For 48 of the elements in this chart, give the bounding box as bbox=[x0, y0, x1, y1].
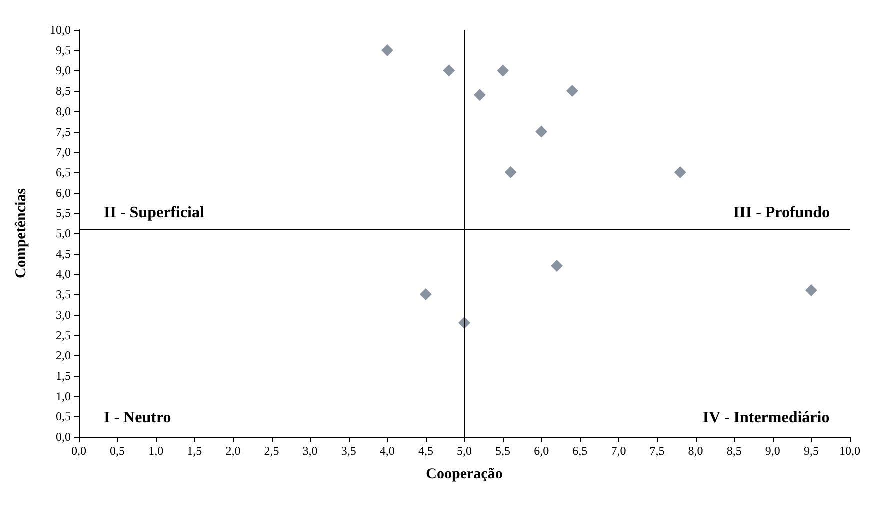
y-tick-label: 2,5 bbox=[56, 328, 71, 342]
x-tick-label: 9,0 bbox=[765, 444, 780, 458]
x-tick-label: 6,5 bbox=[572, 444, 588, 458]
y-tick-label: 1,0 bbox=[56, 389, 71, 404]
x-tick-label: 8,0 bbox=[688, 444, 704, 458]
x-tick-label: 8,5 bbox=[726, 444, 742, 458]
y-tick-label: 5,0 bbox=[56, 226, 71, 240]
x-tick-label: 5,0 bbox=[457, 444, 472, 458]
x-axis-title: Cooperação bbox=[426, 466, 503, 482]
annotation: I - Neutro bbox=[104, 410, 172, 426]
annotation: II - Superficial bbox=[104, 204, 205, 222]
y-tick-label: 2,0 bbox=[56, 348, 71, 363]
y-axis-title: Competências bbox=[14, 188, 30, 278]
y-tick-label: 8,0 bbox=[56, 104, 71, 118]
y-tick-label: 4,5 bbox=[56, 246, 71, 261]
x-tick-label: 1,5 bbox=[187, 444, 202, 458]
x-tick-label: 4,0 bbox=[380, 444, 395, 458]
y-tick-label: 10,0 bbox=[50, 23, 71, 37]
annotation: IV - Intermediário bbox=[702, 410, 830, 426]
x-tick-label: 10,0 bbox=[840, 444, 860, 458]
x-tick-label: 0,0 bbox=[72, 444, 86, 458]
y-tick-label: 7,0 bbox=[56, 145, 71, 160]
x-tick-label: 1,0 bbox=[148, 444, 164, 458]
x-tick-label: 0,5 bbox=[110, 444, 126, 458]
x-tick-label: 7,0 bbox=[611, 444, 626, 458]
annotation: III - Profundo bbox=[733, 204, 830, 222]
y-tick-label: 6,5 bbox=[56, 165, 71, 180]
y-tick-label: 3,0 bbox=[56, 308, 71, 322]
x-tick-label: 5,5 bbox=[496, 444, 511, 458]
y-tick-label: 8,5 bbox=[56, 84, 71, 98]
y-tick-label: 0,5 bbox=[56, 410, 71, 424]
y-tick-label: 4,0 bbox=[56, 267, 71, 282]
x-tick-label: 9,5 bbox=[804, 444, 819, 458]
y-tick-label: 5,5 bbox=[56, 206, 71, 220]
x-tick-label: 7,5 bbox=[650, 444, 665, 458]
x-tick-label: 6,0 bbox=[534, 444, 550, 458]
y-tick-label: 7,5 bbox=[56, 124, 71, 139]
y-tick-label: 1,5 bbox=[56, 368, 71, 383]
y-tick-label: 0,0 bbox=[56, 430, 71, 444]
y-tick-label: 9,0 bbox=[56, 64, 71, 78]
x-tick-label: 2,5 bbox=[264, 444, 280, 458]
y-tick-label: 3,5 bbox=[56, 288, 71, 302]
x-tick-label: 4,5 bbox=[418, 444, 434, 458]
x-tick-label: 3,0 bbox=[302, 444, 318, 458]
y-tick-label: 6,0 bbox=[56, 186, 71, 200]
y-tick-label: 9,5 bbox=[56, 43, 71, 58]
x-tick-label: 2,0 bbox=[226, 444, 241, 458]
x-tick-label: 3,5 bbox=[341, 444, 356, 458]
